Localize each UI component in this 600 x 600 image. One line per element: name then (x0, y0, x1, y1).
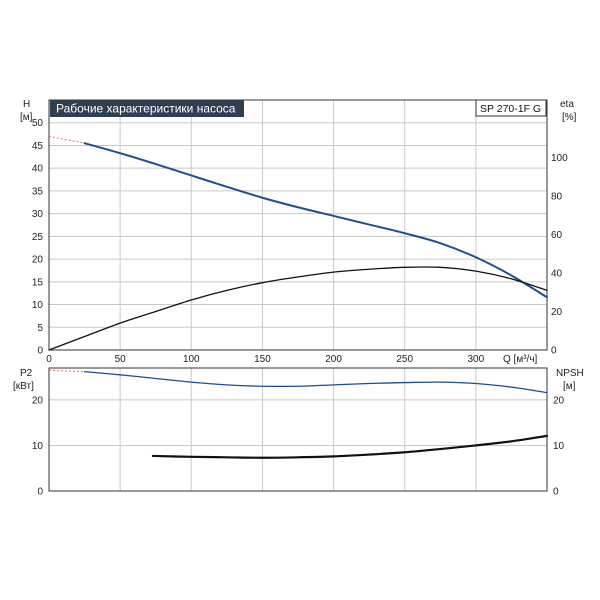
npsh-axis-unit: [м] (563, 381, 576, 392)
p2-curve (83, 370, 548, 394)
top-panel-grid (49, 100, 547, 350)
h-tick-label: 40 (32, 164, 44, 175)
q-axis-label: Q [м³/ч] (503, 354, 538, 365)
npsh-tick-label: 10 (553, 441, 565, 452)
top-panel-frame (48, 99, 548, 351)
h-curve (83, 142, 548, 299)
h-tick-label: 50 (32, 118, 44, 129)
series-layer (48, 135, 549, 459)
p2-curve-extrapolated (48, 369, 85, 373)
x-tick-label: 200 (325, 354, 342, 365)
h-tick-label: 45 (32, 141, 44, 152)
eta-axis-unit: [%] (562, 112, 577, 123)
x-tick-label: 250 (396, 354, 413, 365)
p2-tick-label: 0 (37, 487, 43, 498)
h-tick-label: 30 (32, 209, 44, 220)
h-axis-unit: [м] (20, 112, 33, 123)
h-tick-label: 25 (32, 232, 44, 243)
eta-tick-label: 100 (551, 153, 568, 164)
eta-tick-label: 60 (551, 230, 563, 241)
tick-labels: 0 50 100 150 200 250 3000510152025303540455002… (32, 118, 568, 497)
eta-tick-label: 0 (551, 346, 557, 357)
p2-tick-label: 10 (32, 441, 44, 452)
x-tick-label: 300 (468, 354, 485, 365)
h-tick-label: 5 (37, 323, 43, 334)
h-tick-label: 0 (37, 346, 43, 357)
npsh-axis-label: NPSH (556, 368, 584, 379)
npsh-tick-label: 20 (553, 395, 565, 406)
model-label: SP 270-1F G (480, 103, 541, 115)
eta-tick-label: 20 (551, 307, 563, 318)
x-tick-label: 50 (115, 354, 127, 365)
eta-tick-label: 80 (551, 192, 563, 203)
npsh-curve (151, 434, 549, 459)
h-tick-label: 15 (32, 277, 44, 288)
p2-tick-label: 20 (32, 395, 44, 406)
bottom-panel-frame (48, 367, 548, 492)
h-tick-label: 10 (32, 300, 44, 311)
model-box (475, 99, 547, 117)
h-tick-label: 35 (32, 186, 44, 197)
x-tick-label: 0 (46, 354, 52, 365)
npsh-tick-label: 0 (553, 487, 559, 498)
x-tick-label: 150 (254, 354, 271, 365)
eta-tick-label: 40 (551, 269, 563, 280)
h-tick-label: 20 (32, 255, 44, 266)
p2-axis-label: P2 (20, 368, 33, 379)
p2-axis-unit: [кВт] (13, 381, 34, 392)
title-box (50, 100, 244, 117)
bottom-panel-grid (49, 368, 547, 491)
chart-title: Рабочие характеристики насоса (56, 102, 236, 116)
eta-axis-label: eta (560, 99, 574, 110)
eta-curve (48, 266, 548, 351)
h-curve-extrapolated (48, 135, 85, 144)
h-axis-label: H (23, 99, 30, 110)
x-tick-label: 100 (183, 354, 200, 365)
